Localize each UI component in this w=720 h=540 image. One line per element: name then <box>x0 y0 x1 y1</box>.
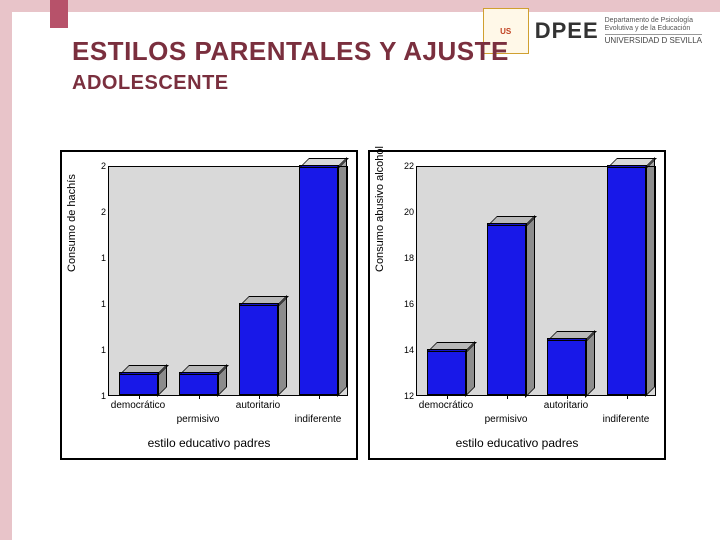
chart1-xlabel: estilo educativo padres <box>62 436 356 450</box>
category-label: indiferente <box>286 414 350 425</box>
page-title: ESTILOS PARENTALES Y AJUSTE <box>72 36 509 67</box>
ytick: 12 <box>398 391 414 401</box>
department-text: Departamento de Psicología Evolutiva y d… <box>605 17 702 45</box>
university-name: UNIVERSIDAD D SEVILLA <box>605 34 702 45</box>
ytick: 1 <box>90 299 106 309</box>
chart2-plot <box>416 166 656 396</box>
category-label: autoritario <box>534 400 598 411</box>
ytick: 16 <box>398 299 414 309</box>
ytick: 1 <box>90 391 106 401</box>
xtick <box>199 395 200 399</box>
ytick: 1 <box>90 345 106 355</box>
bar <box>299 165 339 395</box>
xtick <box>627 395 628 399</box>
dpee-logo-text: DPEE <box>535 18 599 44</box>
category-label: permisivo <box>474 414 538 425</box>
chart2-ylabel: Consumo abusivo alcohol <box>374 146 386 272</box>
chart-alcohol: Consumo abusivo alcohol estilo educativo… <box>368 150 666 460</box>
xtick <box>259 395 260 399</box>
xtick <box>567 395 568 399</box>
ytick: 1 <box>90 253 106 263</box>
page-subtitle: ADOLESCENTE <box>72 72 229 95</box>
category-label: autoritario <box>226 400 290 411</box>
category-label: democrático <box>106 400 170 411</box>
bar <box>547 338 587 396</box>
xtick <box>447 395 448 399</box>
ytick: 20 <box>398 207 414 217</box>
bar <box>427 349 467 395</box>
chart1-ylabel: Consumo de hachís <box>66 174 78 272</box>
ytick: 2 <box>90 161 106 171</box>
bar <box>239 303 279 395</box>
xtick <box>139 395 140 399</box>
chart2-xlabel: estilo educativo padres <box>370 436 664 450</box>
ytick: 2 <box>90 207 106 217</box>
bar <box>179 372 219 395</box>
chart1-plot <box>108 166 348 396</box>
ytick: 22 <box>398 161 414 171</box>
ytick: 18 <box>398 253 414 263</box>
bar <box>607 165 647 395</box>
category-label: democrático <box>414 400 478 411</box>
bar <box>487 223 527 396</box>
xtick <box>507 395 508 399</box>
decorative-border-left <box>0 0 12 540</box>
category-label: indiferente <box>594 414 658 425</box>
category-label: permisivo <box>166 414 230 425</box>
chart-hachis: Consumo de hachís estilo educativo padre… <box>60 150 358 460</box>
header-logos: US DPEE Departamento de Psicología Evolu… <box>483 8 702 54</box>
charts-container: Consumo de hachís estilo educativo padre… <box>60 150 666 460</box>
xtick <box>319 395 320 399</box>
ytick: 14 <box>398 345 414 355</box>
dept-line2: Evolutiva y de la Educación <box>605 25 702 33</box>
dept-line1: Departamento de Psicología <box>605 17 702 25</box>
decorative-accent <box>50 0 68 28</box>
dpee-block: DPEE <box>535 18 599 44</box>
bar <box>119 372 159 395</box>
